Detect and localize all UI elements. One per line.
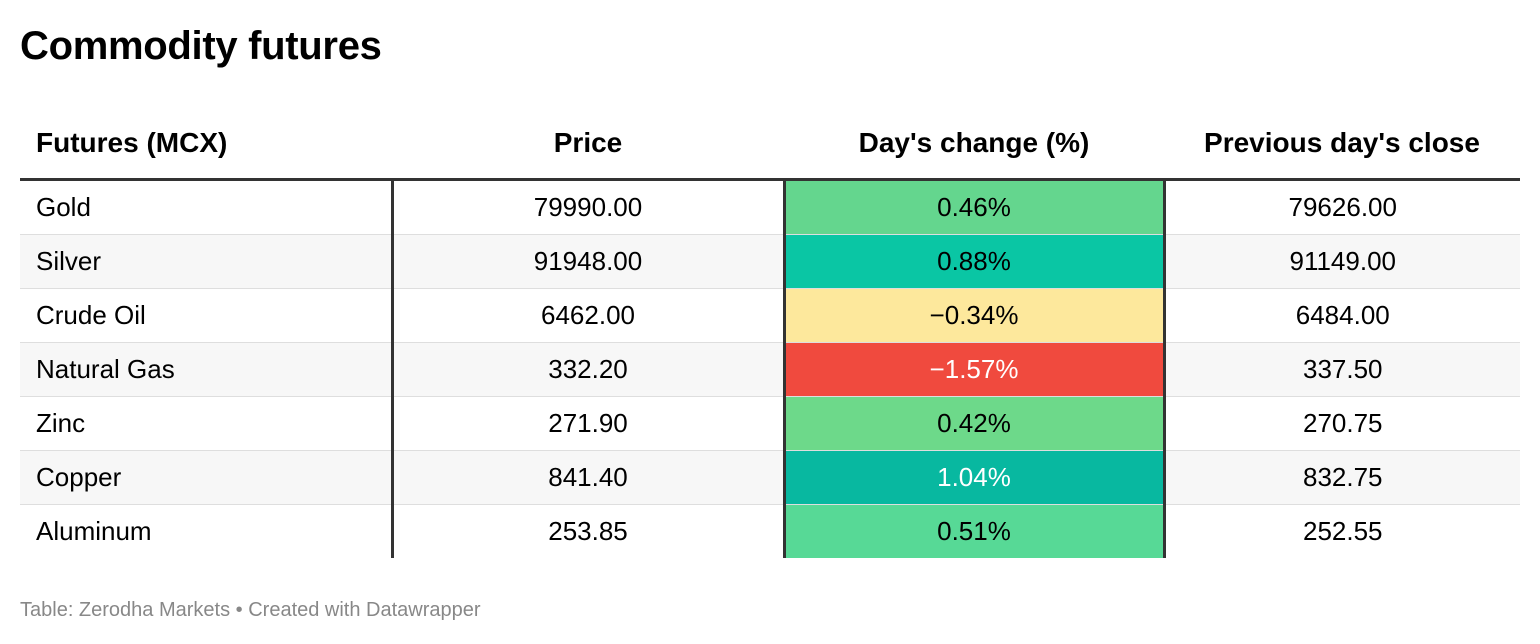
previous-close-cell: 79626.00 [1164,179,1520,235]
day-change-cell: 0.42% [784,396,1166,451]
day-change-cell: −0.34% [784,288,1166,343]
commodity-name-cell: Gold [20,179,394,235]
table-row: Crude Oil 6462.00 −0.34% 6484.00 [20,288,1520,343]
commodity-name-cell: Aluminum [20,504,394,558]
source-note: Table: Zerodha Markets • Created with Da… [20,599,481,621]
column-header-price: Price [392,108,784,181]
price-cell: 271.90 [392,396,786,451]
day-change-cell: 1.04% [784,450,1166,505]
day-change-cell: 0.46% [784,179,1166,235]
column-header-change: Day's change (%) [784,108,1164,181]
previous-close-cell: 252.55 [1302,516,1383,546]
commodity-table: Futures (MCX) Price Day's change (%) Pre… [20,108,1520,558]
commodity-name-cell: Silver [20,234,394,289]
previous-close-cell: 91149.00 [1164,234,1520,289]
previous-close-cell: 337.50 [1164,342,1520,397]
previous-close-cell: 270.75 [1164,396,1520,451]
day-change-cell: −1.57% [784,342,1166,397]
price-cell: 91948.00 [392,234,786,289]
table-row: Gold 79990.00 0.46% 79626.00 [20,179,1520,235]
price-cell: 253.85 [392,504,786,558]
table-row: Zinc 271.90 0.42% 270.75 [20,396,1520,451]
commodity-name-cell: Copper [20,450,394,505]
price-cell: 79990.00 [392,179,786,235]
table-row: Silver 91948.00 0.88% 91149.00 [20,234,1520,289]
commodity-name-cell: Crude Oil [20,288,394,343]
price-cell: 6462.00 [392,288,786,343]
table-body: Gold 79990.00 0.46% 79626.00 Silver 91948.00 0… [20,179,1520,558]
price-cell: 841.40 [392,450,786,505]
table-header-row: Futures (MCX) Price Day's change (%) Pre… [20,108,1520,181]
price-cell: 332.20 [392,342,786,397]
table-row: Natural Gas 332.20 −1.57% 337.50 [20,342,1520,397]
column-header-futures: Futures (MCX) [20,108,392,181]
day-change-cell: 0.88% [784,234,1166,289]
commodity-name-cell: Natural Gas [20,342,394,397]
day-change-cell: 0.51% [784,504,1166,558]
previous-close-cell: 832.75 [1164,450,1520,505]
commodity-name-cell: Zinc [20,396,394,451]
chart-title: Commodity futures [20,24,382,68]
table-row: Copper 841.40 1.04% 832.75 [20,450,1520,505]
table-row: Aluminum 253.85 0.51% 252.55 [20,504,1520,558]
previous-close-cell: 6484.00 [1164,288,1520,343]
column-header-prev-close: Previous day's close [1164,108,1520,181]
